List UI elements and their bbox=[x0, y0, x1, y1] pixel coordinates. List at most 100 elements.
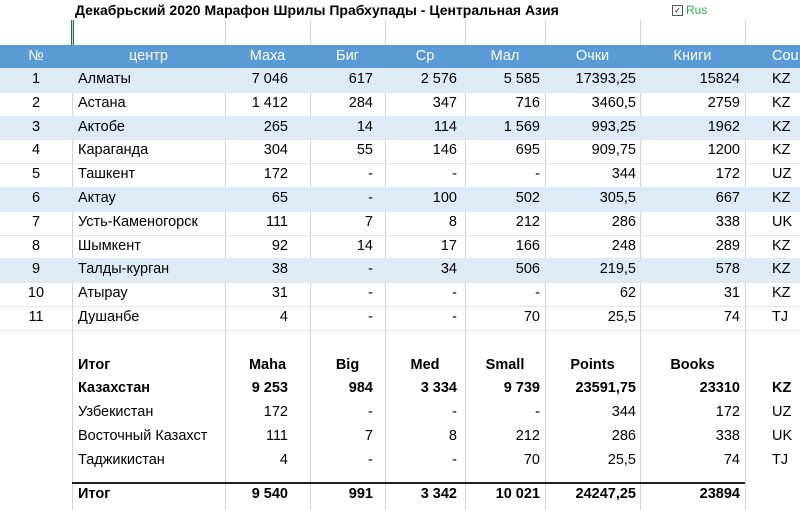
summary-cell: 338 bbox=[715, 428, 740, 444]
table-cell: 506 bbox=[515, 261, 540, 278]
total-cell: 23894 bbox=[699, 486, 740, 502]
table-cell: 10 bbox=[27, 285, 45, 302]
summary-cell: KZ bbox=[772, 380, 792, 397]
row-line bbox=[0, 210, 800, 212]
table-cell: Душанбе bbox=[78, 309, 140, 325]
table-cell: 34 bbox=[440, 261, 457, 278]
summary-cell: 74 bbox=[723, 451, 740, 468]
table-cell: 65 bbox=[271, 190, 288, 206]
table-cell: 502 bbox=[515, 190, 540, 206]
summary-cell: - bbox=[535, 404, 540, 421]
summary-cell: 172 bbox=[715, 404, 740, 421]
table-cell: UZ bbox=[772, 166, 792, 183]
table-cell: 578 bbox=[715, 261, 740, 278]
table-cell: - bbox=[452, 166, 457, 183]
summary-cell: 344 bbox=[611, 404, 636, 421]
column-header: центр bbox=[72, 45, 225, 68]
table-cell: 7 bbox=[31, 213, 41, 230]
table-cell: - bbox=[368, 261, 373, 278]
table-cell: 667 bbox=[715, 190, 740, 206]
summary-header: Books bbox=[670, 356, 715, 373]
table-cell: 1 412 bbox=[251, 94, 288, 111]
table-cell: 3460,5 bbox=[591, 94, 636, 111]
summary-cell: Узбекистан bbox=[78, 404, 154, 421]
summary-cell: Таджикистан bbox=[78, 451, 165, 468]
table-cell: Атырау bbox=[78, 285, 128, 302]
table-cell: Усть-Каменогорск bbox=[78, 213, 198, 230]
row-line bbox=[0, 306, 800, 307]
table-cell: 92 bbox=[271, 237, 288, 254]
table-cell: KZ bbox=[772, 118, 791, 135]
column-header: Мал bbox=[465, 45, 545, 68]
table-cell: 14 bbox=[356, 237, 373, 254]
summary-cell: 8 bbox=[448, 428, 457, 444]
summary-cell: UK bbox=[772, 428, 793, 444]
summary-cell: 212 bbox=[515, 428, 540, 444]
table-cell: - bbox=[452, 309, 457, 325]
table-cell: KZ bbox=[772, 285, 791, 302]
row-line bbox=[0, 234, 800, 236]
row-line bbox=[0, 163, 800, 165]
table-cell: 2759 bbox=[707, 94, 740, 111]
table-cell: 100 bbox=[432, 190, 457, 206]
table-cell: 9 bbox=[31, 261, 41, 278]
table-cell: 5 bbox=[31, 166, 41, 183]
total-cell: 9 540 bbox=[251, 486, 288, 502]
summary-cell: - bbox=[368, 404, 373, 421]
summary-cell: 23310 bbox=[699, 380, 740, 397]
table-cell: 1 569 bbox=[503, 118, 540, 135]
row-band bbox=[0, 187, 800, 211]
summary-cell: 23591,75 bbox=[575, 380, 636, 397]
checkbox[interactable]: ✓ bbox=[672, 5, 683, 16]
table-cell: Актобе bbox=[78, 118, 125, 135]
checkbox-label[interactable]: Rus bbox=[686, 3, 708, 17]
summary-header: Points bbox=[570, 356, 615, 373]
table-cell: Шымкент bbox=[78, 237, 141, 254]
column-header: Ср bbox=[385, 45, 465, 68]
table-cell: 111 bbox=[265, 213, 288, 230]
table-cell: 4 bbox=[279, 309, 288, 325]
total-cell: 991 bbox=[348, 486, 373, 502]
table-cell: KZ bbox=[772, 261, 791, 278]
table-cell: 62 bbox=[619, 285, 636, 302]
table-cell: 219,5 bbox=[599, 261, 636, 278]
summary-cell: UZ bbox=[772, 404, 792, 421]
table-cell: KZ bbox=[772, 71, 791, 87]
table-cell: 1200 bbox=[707, 142, 740, 159]
table-cell: 695 bbox=[515, 142, 540, 159]
table-cell: Ташкент bbox=[78, 166, 136, 183]
table-cell: 909,75 bbox=[591, 142, 636, 159]
table-cell: 1962 bbox=[707, 118, 740, 135]
summary-header: Med bbox=[410, 356, 440, 373]
table-cell: 286 bbox=[611, 213, 636, 230]
table-cell: - bbox=[368, 190, 373, 206]
summary-header: Итог bbox=[78, 356, 111, 373]
table-cell: 166 bbox=[515, 237, 540, 254]
table-cell: 5 585 bbox=[503, 71, 540, 87]
summary-header: Maha bbox=[248, 356, 287, 373]
table-cell: Актау bbox=[78, 190, 116, 206]
summary-cell: 3 334 bbox=[420, 380, 457, 397]
table-cell: 993,25 bbox=[591, 118, 636, 135]
table-cell: 17 bbox=[440, 237, 457, 254]
summary-cell: 25,5 bbox=[607, 451, 636, 468]
table-cell: 25,5 bbox=[607, 309, 636, 325]
row-band bbox=[0, 68, 800, 92]
table-cell: 172 bbox=[715, 166, 740, 183]
row-line bbox=[0, 329, 800, 331]
summary-cell: 70 bbox=[523, 451, 540, 468]
table-cell: 74 bbox=[723, 309, 740, 325]
summary-cell: - bbox=[368, 451, 373, 468]
table-cell: 7 046 bbox=[251, 71, 288, 87]
sheet-title: Декабрьский 2020 Марафон Шрилы Прабхупад… bbox=[75, 2, 559, 18]
table-cell: - bbox=[368, 285, 373, 302]
row-line bbox=[0, 282, 800, 284]
summary-cell: 172 bbox=[263, 404, 288, 421]
row-band bbox=[0, 258, 800, 283]
table-cell: 7 bbox=[364, 213, 373, 230]
table-cell: 265 bbox=[263, 118, 288, 135]
table-cell: 338 bbox=[715, 213, 740, 230]
table-cell: 6 bbox=[31, 190, 41, 206]
table-cell: 2 576 bbox=[420, 71, 457, 87]
